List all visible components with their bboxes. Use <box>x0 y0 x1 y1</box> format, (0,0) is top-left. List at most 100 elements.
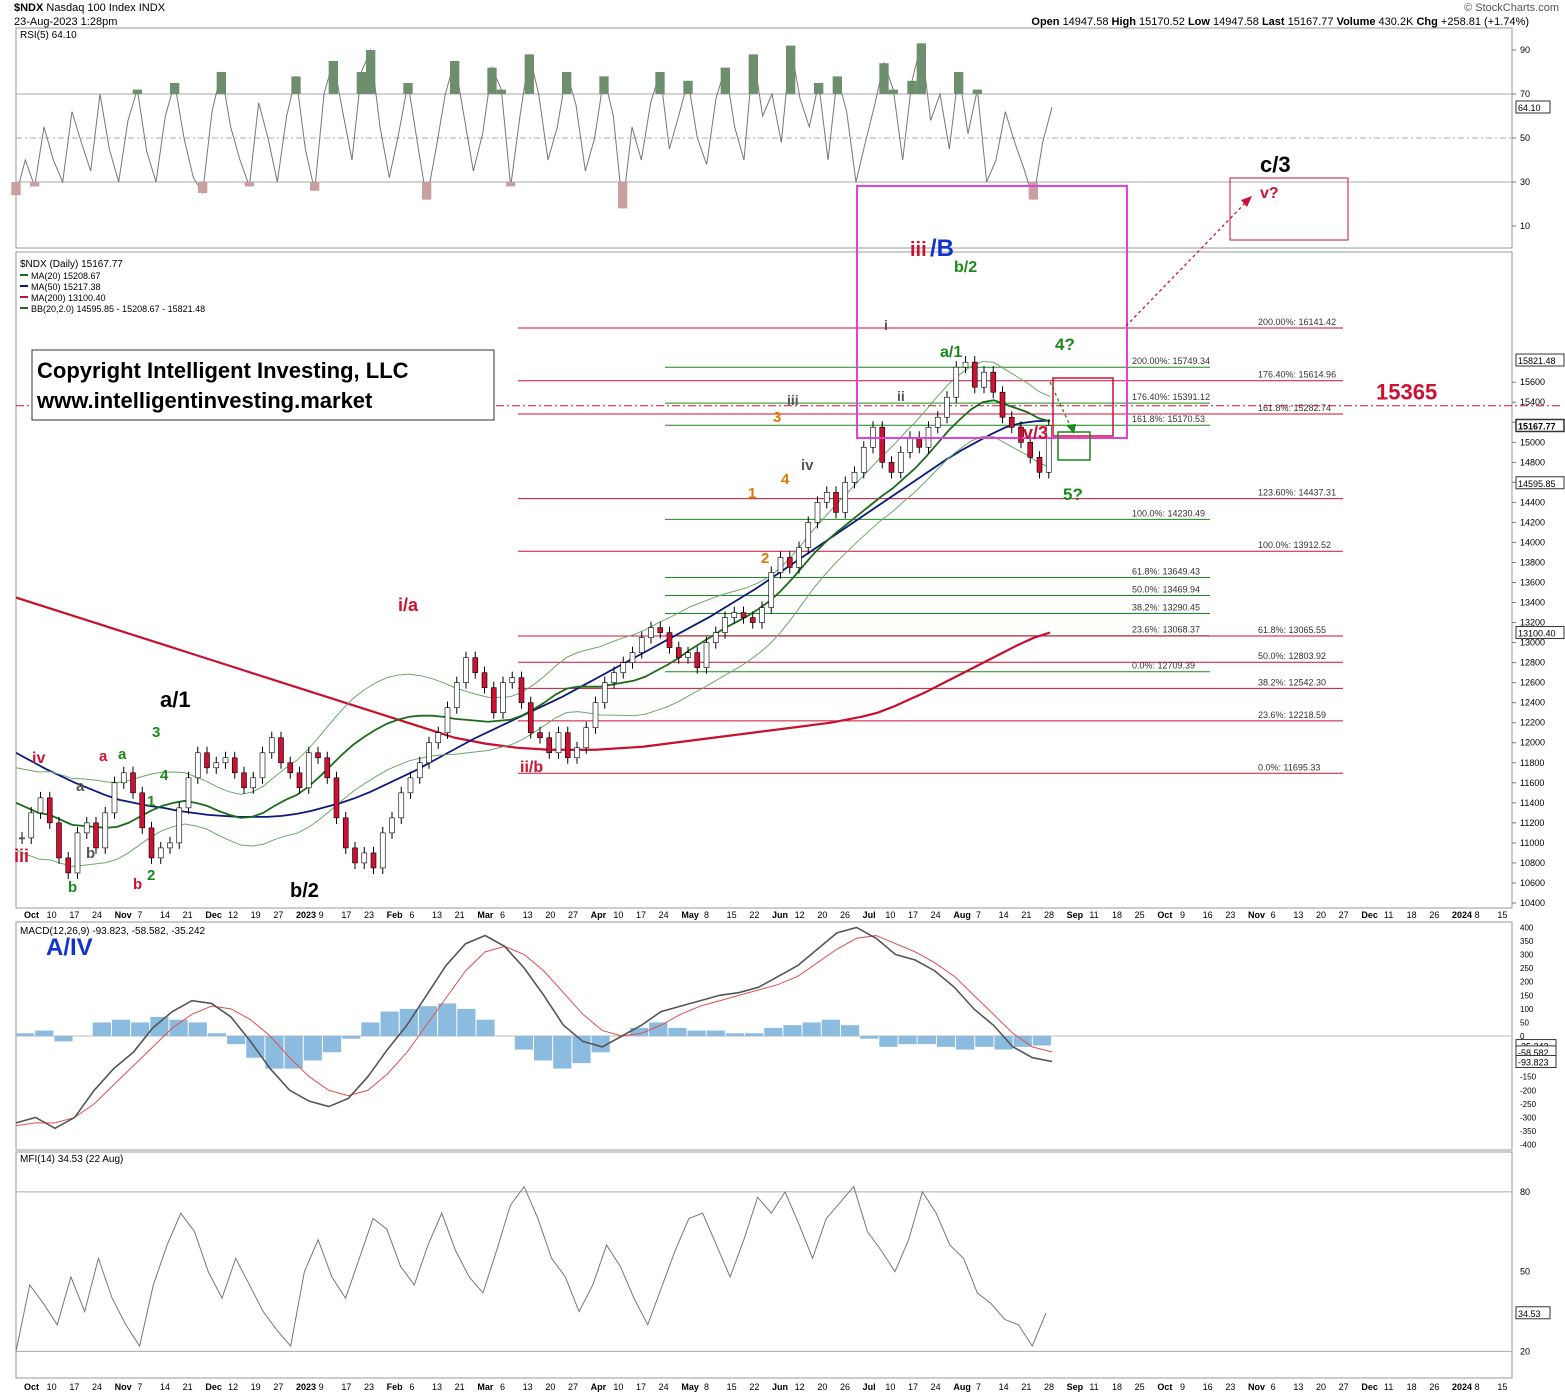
target-box-v <box>1229 177 1349 241</box>
macd-tick-label: 250 <box>1520 964 1534 973</box>
symbol-title: $NDX Nasdaq 100 Index INDX <box>14 2 165 14</box>
fib-label: 161.8%: 15170.53 <box>1132 414 1205 424</box>
wave-label: 4 <box>160 767 169 784</box>
quote-value: +258.81 (+1.74%) <box>1440 16 1529 28</box>
candle-body <box>666 632 673 648</box>
macd-histogram-bar <box>150 1017 169 1036</box>
macd-histogram-bar <box>956 1036 975 1050</box>
macd-histogram-bar <box>131 1022 150 1036</box>
price-right-value: 15821.48 <box>1518 356 1556 366</box>
candle-body <box>509 677 516 683</box>
candle-body <box>342 817 349 849</box>
macd-histogram-bar <box>840 1025 860 1036</box>
candle-body <box>268 737 275 754</box>
target-box-red <box>1052 377 1114 437</box>
x-axis-label-bottom: Feb <box>387 1382 404 1392</box>
candle-body <box>1018 426 1024 443</box>
candle-body <box>564 732 571 759</box>
candle-body <box>389 817 395 834</box>
x-axis-label: 10 <box>47 910 57 920</box>
macd-histogram-bar <box>322 1036 342 1053</box>
price-panel-frame <box>15 251 1513 909</box>
candle-body <box>999 391 1006 418</box>
candle-body <box>37 797 44 814</box>
candle-body <box>851 472 858 483</box>
candle-body <box>648 627 654 638</box>
wave-label: b/2 <box>954 259 977 276</box>
candle-body <box>1027 441 1034 458</box>
quote-bar: Open 14947.58 High 15170.52 Low 14947.58… <box>1031 16 1529 28</box>
x-axis-label-bottom: Aug <box>953 1382 971 1392</box>
x-axis-label-bottom: 17 <box>69 1382 79 1392</box>
quote-key: Volume <box>1336 16 1379 28</box>
macd-histogram-bar <box>879 1036 898 1047</box>
macd-tick-label: 100 <box>1520 1005 1534 1014</box>
wave-label: i/a <box>398 595 419 615</box>
copyright-box <box>31 349 495 421</box>
x-axis-label-bottom: 6 <box>500 1382 505 1392</box>
candle-body <box>934 416 941 428</box>
candle-body <box>481 672 488 688</box>
x-axis-label-bottom: 24 <box>931 1382 941 1392</box>
macd-histogram-bar <box>457 1008 476 1036</box>
wave-label: a <box>118 746 127 763</box>
wave-label: b/2 <box>290 880 319 902</box>
x-axis-label: 27 <box>1339 910 1349 920</box>
candle-body <box>907 436 913 453</box>
x-axis-label: 2024 <box>1452 910 1472 920</box>
rsi-last-value: 64.10 <box>1518 103 1541 113</box>
candle-body <box>611 672 617 683</box>
candle-body <box>74 832 81 874</box>
macd-tick-label: -200 <box>1520 1086 1537 1095</box>
candle-body <box>287 762 294 774</box>
x-axis-label-bottom: 10 <box>613 1382 623 1392</box>
x-axis-label: Oct <box>24 910 39 920</box>
x-axis-label: 21 <box>1021 910 1031 920</box>
x-axis-label-bottom: 13 <box>432 1382 442 1392</box>
candle-body <box>722 617 728 633</box>
x-axis-label-bottom: 27 <box>273 1382 283 1392</box>
candle-body <box>796 547 802 568</box>
candle-body <box>93 822 99 849</box>
x-axis-label: 26 <box>840 910 850 920</box>
candle-body <box>65 857 72 874</box>
macd-tick-label: -400 <box>1520 1141 1537 1150</box>
x-axis-label-bottom: 9 <box>1180 1382 1185 1392</box>
wave-label: 5? <box>1063 485 1083 504</box>
price-tick-label: 12800 <box>1520 658 1545 668</box>
macd-tick-label: -250 <box>1520 1100 1537 1109</box>
x-axis-label-bottom: 23 <box>364 1382 374 1392</box>
candle-body <box>953 366 960 398</box>
x-axis-label-bottom: Nov <box>115 1382 132 1392</box>
wave-label: v? <box>1260 185 1279 202</box>
candle-body <box>139 792 146 829</box>
macd-signal-line <box>15 935 1053 1127</box>
macd-tick-label: 50 <box>1520 1018 1529 1027</box>
x-axis-label: Feb <box>387 910 404 920</box>
candle-body <box>712 632 719 643</box>
x-axis-label-bottom: 22 <box>749 1382 759 1392</box>
candle-body <box>352 847 358 864</box>
macd-tick-label: 400 <box>1520 923 1534 932</box>
macd-wave-label: A/IV <box>46 934 93 961</box>
fib-label: 23.6%: 12218.59 <box>1258 710 1326 720</box>
x-axis-label: Jun <box>772 910 788 920</box>
macd-tick-label: 350 <box>1520 937 1534 946</box>
price-right-box <box>1515 476 1565 490</box>
macd-tick-label: 0 <box>1520 1032 1525 1041</box>
x-axis-label-bottom: 20 <box>545 1382 555 1392</box>
x-axis-label-bottom: 27 <box>1339 1382 1349 1392</box>
fib-label: 0.0%: 12709.39 <box>1132 661 1195 671</box>
x-axis-label: 21 <box>183 910 193 920</box>
projection-arrow-up <box>1125 197 1251 327</box>
legend-entry: BB(20,2.0) 14595.85 - 15208.67 - 15821.4… <box>31 304 205 314</box>
rsi-tick-label: 30 <box>1520 177 1530 187</box>
candle-body <box>19 837 25 840</box>
candle-body <box>583 727 590 749</box>
rsi-title: RSI(5) 64.10 <box>20 30 77 41</box>
macd-histogram-bar <box>975 1036 994 1047</box>
macd-histogram-bar <box>476 1019 495 1036</box>
price-right-value: 15167.77 <box>1518 421 1556 431</box>
x-axis-label-bottom: 16 <box>1203 1382 1213 1392</box>
fib-label: 200.00%: 15749.34 <box>1132 356 1210 366</box>
